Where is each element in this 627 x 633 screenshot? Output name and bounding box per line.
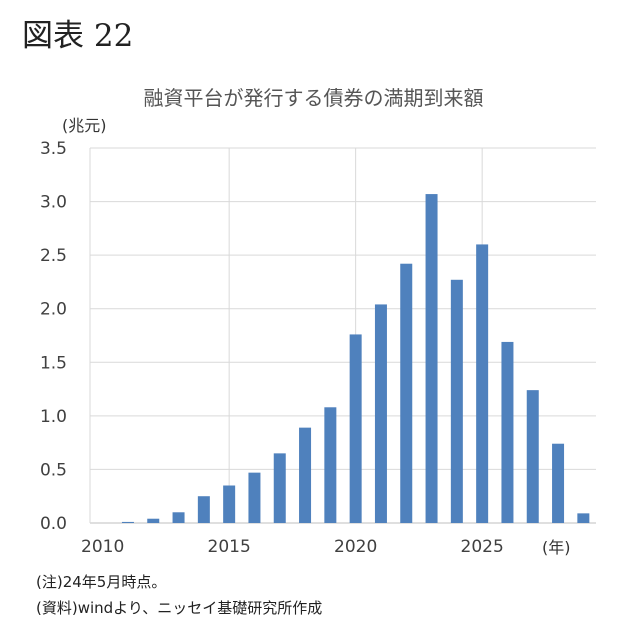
y-tick-label: 1.0 [40,407,67,427]
bar-2011 [121,521,134,523]
bars [121,194,590,524]
bar-2021 [374,304,387,523]
bar-2017 [273,453,286,523]
footnote-source: (資料)windより、ニッセイ基礎研究所作成 [36,599,323,617]
y-tick-label: 2.0 [40,300,67,320]
chart-title: 融資平台が発行する債券の満期到来額 [143,86,484,110]
bar-2019 [324,407,337,523]
bar-2020 [349,334,362,523]
y-tick-label: 1.5 [40,353,67,373]
figure-label: 図表 22 [22,18,134,54]
x-tick-label: 2025 [461,537,504,557]
bar-2023 [425,194,438,524]
bar-2024 [450,279,463,523]
bar-2028 [552,443,565,523]
footnote-note: (注)24年5月時点。 [36,573,167,591]
y-axis-label: (兆元) [62,116,107,135]
y-tick-label: 0.0 [40,514,67,534]
x-tick-label: 2010 [81,537,124,557]
bar-2015 [223,485,236,523]
bar-2016 [248,472,261,523]
bar-2014 [197,496,210,523]
y-tick-label: 3.0 [40,193,67,213]
bar-2018 [299,427,312,523]
x-tick-label: 2020 [334,537,377,557]
bar-2025 [476,244,489,523]
bar-2026 [501,341,514,523]
bar-2012 [147,518,160,523]
bar-2029 [577,513,590,523]
bar-2022 [400,263,413,523]
bar-2027 [526,390,539,523]
y-tick-label: 0.5 [40,460,67,480]
y-tick-label: 3.5 [40,139,67,159]
x-tick-label: 2015 [208,537,251,557]
y-tick-label: 2.5 [40,246,67,266]
bar-2013 [172,512,185,523]
axes: 0.0 0.5 1.0 1.5 2.0 2.5 3.0 3.5 2010 2015 2020 2025 [40,139,504,557]
x-axis-label: (年) [542,538,571,557]
gridlines [89,147,596,524]
